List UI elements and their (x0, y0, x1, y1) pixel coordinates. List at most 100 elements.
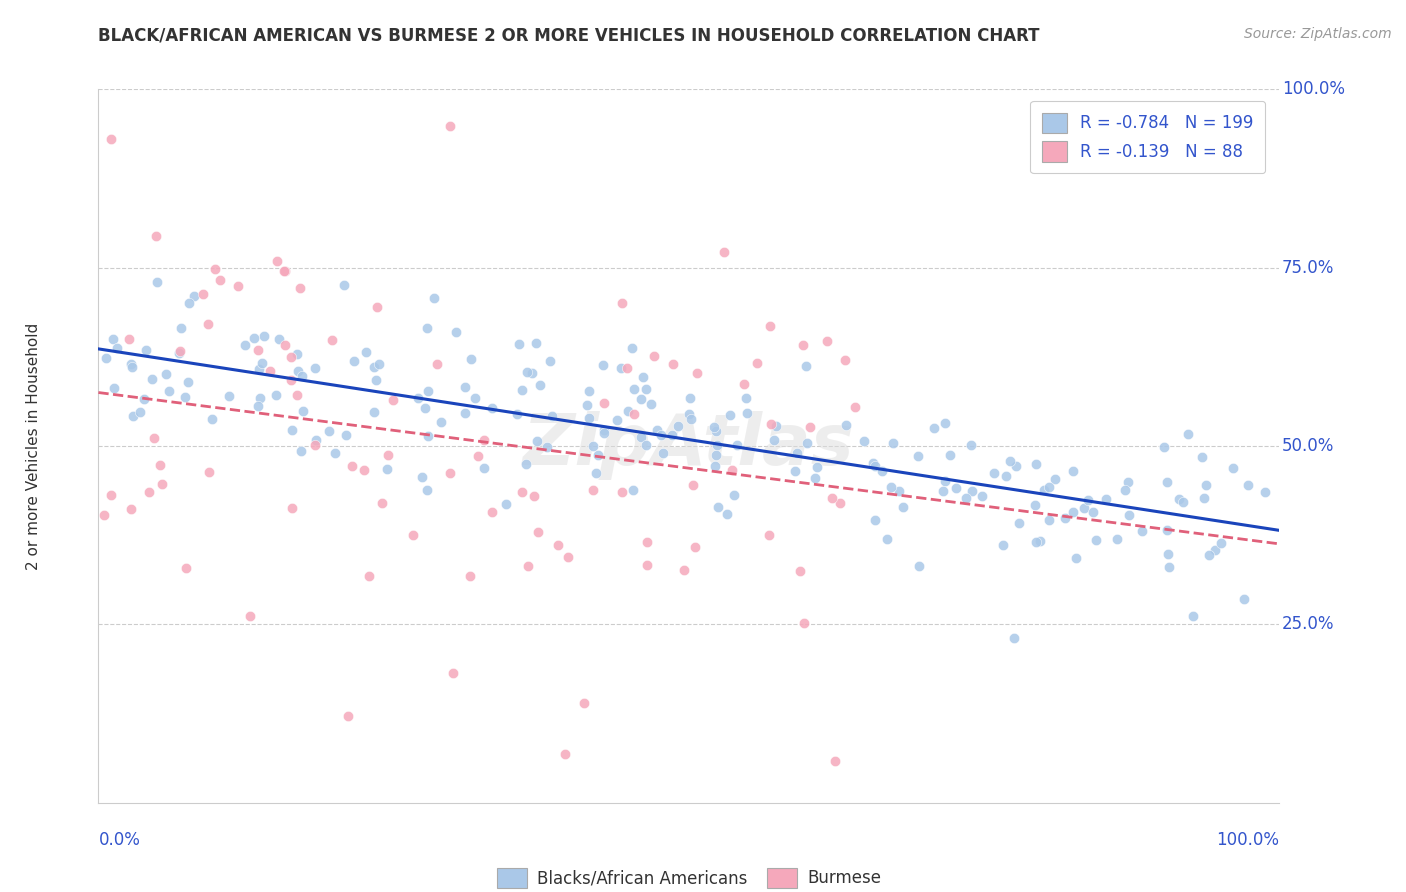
Point (1025, 457, 1047, 471)
Point (406, 391, 429, 405)
Point (105, 341, 128, 355)
Point (725, 437, 748, 451)
Point (1194, 477, 1216, 491)
Point (844, 400, 866, 414)
Point (593, 423, 616, 437)
Point (759, 417, 782, 432)
Point (1064, 550, 1087, 565)
Point (235, 338, 257, 352)
Point (135, 343, 157, 357)
Point (662, 358, 685, 372)
Point (1211, 536, 1233, 550)
Point (1033, 483, 1056, 497)
Point (891, 500, 914, 514)
Point (991, 538, 1014, 552)
Point (704, 424, 727, 438)
Point (120, 357, 142, 371)
Point (636, 558, 658, 572)
Point (762, 433, 785, 447)
Point (821, 491, 844, 505)
Point (630, 430, 652, 444)
Point (103, 381, 125, 395)
Point (247, 362, 270, 376)
Point (323, 446, 346, 460)
Point (157, 384, 180, 399)
Point (960, 438, 983, 452)
Text: BLACK/AFRICAN AMERICAN VS BURMESE 2 OR MORE VEHICLES IN HOUSEHOLD CORRELATION CH: BLACK/AFRICAN AMERICAN VS BURMESE 2 OR M… (98, 27, 1040, 45)
Point (828, 496, 851, 510)
Point (1008, 516, 1031, 530)
Point (786, 446, 808, 460)
Point (863, 458, 886, 473)
Point (516, 365, 538, 379)
Point (765, 418, 787, 433)
Point (793, 615, 815, 630)
Point (815, 334, 838, 348)
Point (1114, 483, 1136, 498)
Point (796, 436, 818, 450)
Point (356, 345, 378, 359)
Point (366, 300, 388, 314)
Text: ZipAtlas: ZipAtlas (523, 411, 855, 481)
Text: 0.0%: 0.0% (98, 831, 141, 849)
Point (336, 709, 359, 723)
Point (789, 564, 811, 578)
Point (636, 535, 658, 549)
Point (201, 412, 224, 426)
Point (377, 448, 399, 462)
Point (249, 391, 271, 405)
Point (970, 489, 993, 503)
Point (288, 280, 311, 294)
Point (1236, 478, 1258, 492)
Point (101, 332, 124, 346)
Point (142, 431, 165, 445)
Point (578, 411, 600, 425)
Point (526, 524, 548, 539)
Point (285, 388, 308, 402)
Point (1130, 524, 1153, 538)
Point (863, 512, 886, 526)
Point (718, 408, 741, 422)
Point (578, 384, 600, 398)
Text: 75.0%: 75.0% (1282, 259, 1334, 277)
Point (630, 392, 652, 407)
Text: 2 or more Vehicles in Household: 2 or more Vehicles in Household (25, 322, 41, 570)
Point (368, 358, 391, 372)
Text: Source: ZipAtlas.com: Source: ZipAtlas.com (1244, 27, 1392, 41)
Point (650, 428, 672, 442)
Point (458, 569, 481, 583)
Point (1107, 532, 1129, 546)
Point (880, 479, 903, 493)
Point (945, 481, 967, 495)
Point (1043, 472, 1066, 486)
Point (1085, 533, 1108, 548)
Point (1118, 508, 1140, 522)
Point (426, 357, 449, 371)
Point (529, 378, 551, 392)
Point (523, 489, 546, 503)
Point (287, 364, 309, 378)
Point (634, 382, 657, 396)
Point (281, 500, 304, 515)
Point (510, 485, 533, 500)
Point (862, 456, 884, 470)
Point (582, 439, 605, 453)
Point (934, 416, 956, 430)
Point (1038, 513, 1060, 527)
Point (382, 392, 405, 407)
Point (876, 532, 898, 546)
Point (454, 380, 477, 394)
Point (304, 438, 326, 452)
Point (640, 397, 662, 411)
Point (444, 325, 467, 339)
Point (333, 277, 356, 292)
Point (464, 391, 486, 405)
Point (806, 460, 828, 475)
Point (1177, 427, 1199, 442)
Point (170, 321, 193, 335)
Point (204, 262, 226, 277)
Point (481, 505, 503, 519)
Point (1254, 485, 1277, 500)
Point (1153, 440, 1175, 454)
Point (908, 559, 931, 574)
